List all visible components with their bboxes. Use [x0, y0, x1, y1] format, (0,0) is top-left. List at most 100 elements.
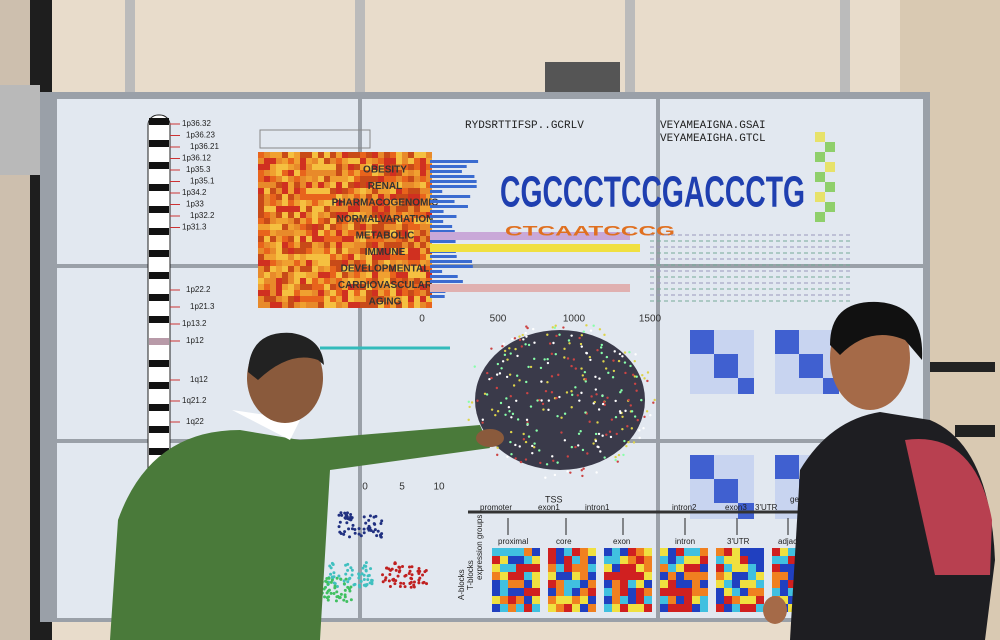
heatmap-cell	[378, 254, 384, 260]
scatter-point	[368, 581, 372, 585]
heatmap-cell	[306, 248, 312, 254]
heatmap-cell	[360, 200, 366, 206]
block-cell	[807, 354, 815, 362]
heatmap-cell	[384, 290, 390, 296]
heatmap-cell	[336, 206, 342, 212]
block-cell	[722, 471, 730, 479]
expression-cell	[532, 580, 540, 588]
heatmap-cell	[420, 176, 426, 182]
heatmap-cell	[342, 236, 348, 242]
scatter-point	[402, 581, 406, 585]
heatmap-cell	[276, 224, 282, 230]
heatmap-cell	[300, 242, 306, 248]
heatmap-cell	[414, 290, 420, 296]
expression-cell	[740, 588, 748, 596]
heatmap-cell	[294, 278, 300, 284]
heatmap-cell	[294, 182, 300, 188]
heatmap-cell	[390, 200, 396, 206]
scatter-point	[364, 564, 368, 568]
block-cell	[746, 479, 754, 487]
heatmap-cell	[282, 158, 288, 164]
person-right-sleeve	[905, 439, 992, 575]
heatmap-cell	[270, 212, 276, 218]
network-node	[485, 393, 489, 396]
heatmap-cell	[336, 218, 342, 224]
block-cell	[714, 378, 722, 386]
block-cell	[730, 455, 738, 463]
heatmap-cell	[300, 176, 306, 182]
network-node	[614, 458, 617, 462]
expression-cell	[684, 588, 692, 596]
expression-cell	[572, 588, 580, 596]
block-cell	[791, 479, 799, 487]
heatmap-cell	[378, 176, 384, 182]
chromosome-band	[149, 184, 169, 191]
person-right-hand	[763, 596, 787, 624]
phenotype-label: RENAL	[368, 181, 402, 192]
heatmap-cell	[402, 218, 408, 224]
heatmap-cell	[426, 218, 432, 224]
scatter-point	[417, 581, 421, 585]
heatmap-cell	[276, 176, 282, 182]
scatter-point	[353, 527, 357, 531]
scatter-point	[367, 518, 371, 522]
block-cell	[690, 330, 698, 338]
heatmap-cell	[306, 278, 312, 284]
scatter-point	[357, 527, 361, 531]
heatmap-cell	[264, 224, 270, 230]
heatmap-cell	[282, 152, 288, 158]
network-node	[569, 471, 572, 474]
expression-cell	[500, 588, 508, 596]
network-node	[529, 365, 533, 369]
heatmap-cell	[336, 266, 342, 272]
block-cell	[775, 362, 783, 370]
network-node	[533, 341, 536, 344]
block-cell	[690, 346, 698, 354]
network-node	[536, 399, 539, 402]
heatmap-cell	[312, 248, 318, 254]
heatmap-cell	[306, 260, 312, 266]
network-node	[594, 432, 598, 436]
network-node	[467, 418, 470, 422]
heatmap-cell	[378, 212, 384, 218]
block-cell	[730, 479, 738, 487]
block-cell	[730, 338, 738, 346]
expression-cell	[660, 580, 668, 588]
expression-cell	[588, 596, 596, 604]
block-cell	[722, 338, 730, 346]
block-cell	[783, 330, 791, 338]
heatmap-cell	[396, 260, 402, 266]
heatmap-cell	[258, 200, 264, 206]
heatmap-cell	[276, 284, 282, 290]
heatmap-cell	[294, 230, 300, 236]
expression-cell	[748, 564, 756, 572]
expression-cell	[644, 596, 652, 604]
heatmap-cell	[402, 212, 408, 218]
network-node	[510, 453, 513, 456]
heatmap-cell	[330, 188, 336, 194]
expression-cell	[660, 604, 668, 612]
heatmap-cell	[342, 194, 348, 200]
network-node	[633, 415, 637, 418]
heatmap-cell	[300, 230, 306, 236]
alignment-row: VEYAMEAIGNA.GSAI	[660, 120, 766, 132]
network-node	[563, 356, 566, 359]
heatmap-cell	[348, 218, 354, 224]
heatmap-cell	[354, 194, 360, 200]
block-cell	[775, 471, 783, 479]
scatter-point	[351, 523, 355, 527]
block-cell	[775, 503, 783, 511]
heatmap-cell	[330, 170, 336, 176]
heatmap-cell	[366, 266, 372, 272]
network-node	[585, 324, 588, 327]
expression-cell	[604, 556, 612, 564]
block-cell	[738, 338, 746, 346]
heatmap-cell	[396, 302, 402, 308]
expression-cell	[676, 564, 684, 572]
expression-cell	[692, 548, 700, 556]
network-node	[584, 380, 587, 383]
network-node	[624, 409, 627, 413]
heatmap-cell	[294, 158, 300, 164]
network-node	[589, 358, 592, 362]
network-node	[580, 367, 583, 370]
